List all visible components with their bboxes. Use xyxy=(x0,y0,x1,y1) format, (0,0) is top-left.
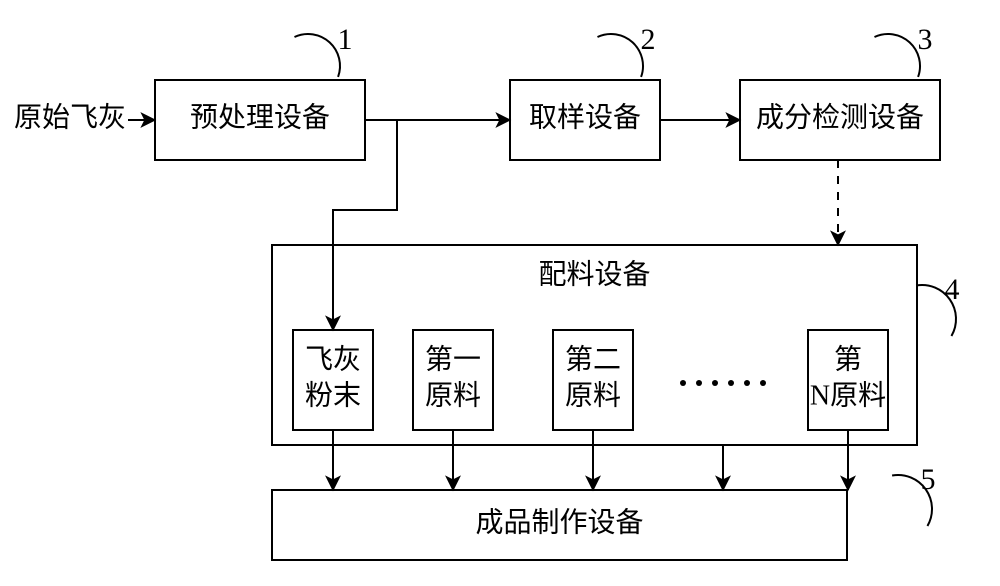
pre-label: 预处理设备 xyxy=(190,101,330,133)
callout-arc-3 xyxy=(874,34,920,77)
ellipsis-dot xyxy=(712,380,718,386)
ellipsis-dot xyxy=(680,380,686,386)
ellipsis-dot xyxy=(744,380,750,386)
callout-num-2: 2 xyxy=(641,23,656,56)
sub-raw1-l2: 原料 xyxy=(425,379,481,411)
sub-raw1-l1: 第一 xyxy=(425,343,481,375)
callout-arc-1 xyxy=(294,34,340,77)
sub-flyash-l2: 粉末 xyxy=(305,379,361,411)
sub-flyash-l1: 飞灰 xyxy=(305,343,361,375)
ellipsis-dot xyxy=(760,380,766,386)
callout-num-4: 4 xyxy=(945,273,960,306)
sub-raw2-l2: 原料 xyxy=(565,379,621,411)
ellipsis-dot xyxy=(728,380,734,386)
sub-rawn-l2: N原料 xyxy=(810,379,886,411)
ellipsis-dot xyxy=(696,380,702,386)
callout-arc-2 xyxy=(597,34,643,77)
sample-label: 取样设备 xyxy=(529,101,641,133)
callout-num-5: 5 xyxy=(921,463,936,496)
product-label: 成品制作设备 xyxy=(475,506,643,538)
input-label: 原始飞灰 xyxy=(14,101,126,133)
sub-raw2-l1: 第二 xyxy=(565,343,621,375)
callout-num-3: 3 xyxy=(918,23,933,56)
callout-num-1: 1 xyxy=(338,23,353,56)
detect-label: 成分检测设备 xyxy=(756,101,924,133)
batching-label: 配料设备 xyxy=(538,258,650,290)
sub-rawn-l1: 第 xyxy=(834,343,862,375)
